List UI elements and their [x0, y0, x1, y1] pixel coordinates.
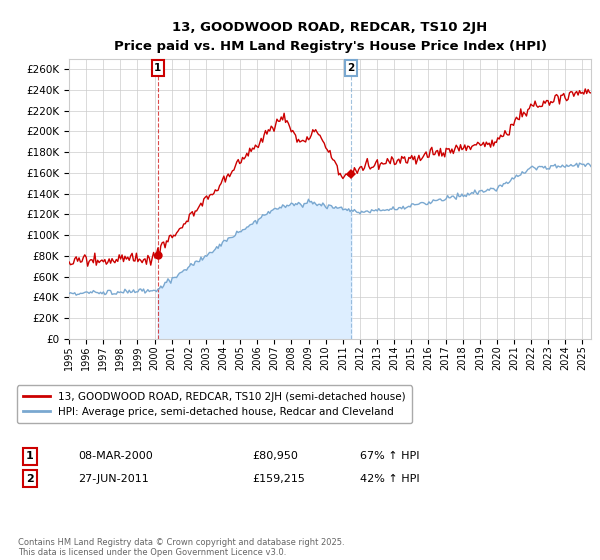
Legend: 13, GOODWOOD ROAD, REDCAR, TS10 2JH (semi-detached house), HPI: Average price, s: 13, GOODWOOD ROAD, REDCAR, TS10 2JH (sem… [17, 385, 412, 423]
Text: 1: 1 [26, 451, 34, 461]
Text: £80,950: £80,950 [252, 451, 298, 461]
Text: 08-MAR-2000: 08-MAR-2000 [78, 451, 153, 461]
Title: 13, GOODWOOD ROAD, REDCAR, TS10 2JH
Price paid vs. HM Land Registry's House Pric: 13, GOODWOOD ROAD, REDCAR, TS10 2JH Pric… [113, 21, 547, 53]
Text: 27-JUN-2011: 27-JUN-2011 [78, 474, 149, 484]
Text: 2: 2 [26, 474, 34, 484]
Text: £159,215: £159,215 [252, 474, 305, 484]
Text: 1: 1 [154, 63, 161, 73]
Text: 2: 2 [347, 63, 355, 73]
Text: 67% ↑ HPI: 67% ↑ HPI [360, 451, 419, 461]
Text: 42% ↑ HPI: 42% ↑ HPI [360, 474, 419, 484]
Text: Contains HM Land Registry data © Crown copyright and database right 2025.
This d: Contains HM Land Registry data © Crown c… [18, 538, 344, 557]
